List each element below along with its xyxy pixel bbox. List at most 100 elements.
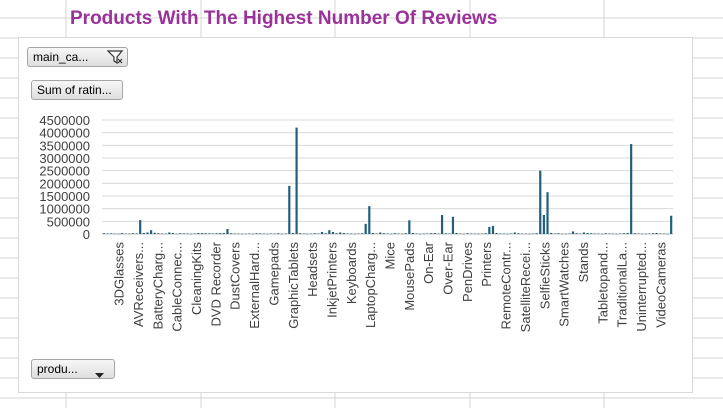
bar[interactable]: [306, 233, 309, 235]
bar[interactable]: [593, 233, 596, 234]
bar[interactable]: [477, 233, 480, 235]
bar[interactable]: [560, 233, 564, 235]
bar[interactable]: [335, 233, 338, 234]
bar[interactable]: [651, 233, 655, 234]
bar[interactable]: [411, 232, 415, 234]
bar[interactable]: [415, 233, 418, 234]
bar[interactable]: [200, 233, 204, 234]
bar[interactable]: [419, 233, 422, 235]
bar[interactable]: [484, 233, 487, 234]
bar[interactable]: [142, 232, 145, 234]
bar[interactable]: [495, 232, 498, 234]
bar[interactable]: [659, 233, 662, 234]
bar[interactable]: [542, 215, 545, 234]
bar[interactable]: [160, 233, 164, 234]
bar[interactable]: [211, 233, 215, 234]
bar[interactable]: [244, 233, 247, 235]
bar[interactable]: [168, 232, 171, 234]
bar[interactable]: [342, 232, 345, 234]
bar[interactable]: [568, 233, 571, 234]
bar[interactable]: [230, 233, 233, 234]
bar[interactable]: [499, 233, 502, 234]
bar[interactable]: [622, 233, 625, 234]
bar[interactable]: [579, 233, 582, 234]
bar[interactable]: [502, 233, 505, 235]
bar[interactable]: [470, 233, 473, 234]
bar[interactable]: [310, 233, 313, 235]
bar[interactable]: [400, 233, 404, 235]
bar[interactable]: [524, 233, 527, 235]
bar[interactable]: [288, 185, 291, 234]
bar[interactable]: [564, 233, 567, 235]
bar[interactable]: [513, 232, 516, 234]
bar[interactable]: [320, 231, 324, 234]
bar[interactable]: [630, 144, 633, 234]
main-category-filter-button[interactable]: main_ca...: [27, 47, 128, 67]
bar[interactable]: [179, 233, 182, 234]
bar[interactable]: [444, 233, 447, 234]
bar[interactable]: [157, 233, 160, 234]
bar[interactable]: [331, 231, 335, 234]
bar[interactable]: [433, 232, 436, 234]
bar[interactable]: [422, 233, 425, 235]
bar[interactable]: [204, 233, 207, 234]
bar[interactable]: [208, 233, 211, 234]
bar[interactable]: [437, 233, 440, 234]
bar[interactable]: [182, 233, 185, 234]
bar[interactable]: [237, 233, 240, 235]
bar[interactable]: [139, 220, 142, 234]
bar[interactable]: [473, 233, 476, 235]
bar[interactable]: [120, 233, 124, 234]
bar[interactable]: [619, 233, 622, 234]
bar[interactable]: [190, 233, 193, 235]
bar[interactable]: [302, 233, 305, 234]
bar[interactable]: [313, 233, 316, 234]
bar[interactable]: [608, 233, 611, 234]
bar[interactable]: [197, 232, 200, 234]
bar[interactable]: [520, 233, 524, 234]
bar[interactable]: [611, 233, 615, 235]
bar[interactable]: [270, 233, 273, 234]
bar[interactable]: [153, 232, 156, 234]
bar[interactable]: [248, 233, 251, 234]
bar[interactable]: [539, 170, 542, 234]
bar[interactable]: [215, 233, 218, 234]
bar[interactable]: [124, 233, 127, 234]
bar[interactable]: [575, 233, 578, 234]
bar[interactable]: [277, 233, 280, 234]
bar[interactable]: [150, 230, 153, 234]
bar[interactable]: [430, 233, 433, 234]
bar[interactable]: [135, 233, 138, 234]
bar[interactable]: [550, 232, 553, 234]
bar[interactable]: [280, 233, 284, 235]
bar[interactable]: [448, 233, 451, 234]
bar[interactable]: [408, 220, 411, 234]
bar[interactable]: [600, 233, 604, 235]
bar[interactable]: [110, 233, 113, 234]
bar[interactable]: [262, 233, 265, 235]
sum-of-ratings-button[interactable]: Sum of ratin...: [31, 80, 123, 100]
bar[interactable]: [510, 233, 513, 234]
bar[interactable]: [357, 233, 360, 234]
bar[interactable]: [193, 233, 196, 234]
bar[interactable]: [364, 223, 367, 234]
bar[interactable]: [528, 233, 531, 235]
bar[interactable]: [648, 233, 651, 234]
bar[interactable]: [666, 233, 669, 235]
bar[interactable]: [404, 233, 407, 234]
bar[interactable]: [164, 233, 167, 235]
bar[interactable]: [299, 233, 302, 234]
bar[interactable]: [397, 233, 400, 234]
bar[interactable]: [386, 233, 389, 234]
bar[interactable]: [393, 233, 396, 234]
bar[interactable]: [346, 233, 349, 234]
bar[interactable]: [266, 233, 269, 235]
bar[interactable]: [466, 233, 469, 234]
bar[interactable]: [324, 233, 327, 234]
product-axis-field-button[interactable]: produ...: [31, 359, 115, 379]
bar[interactable]: [655, 232, 658, 234]
bar[interactable]: [106, 233, 109, 234]
bar[interactable]: [233, 233, 236, 234]
bar[interactable]: [291, 232, 295, 234]
bar[interactable]: [284, 233, 287, 234]
